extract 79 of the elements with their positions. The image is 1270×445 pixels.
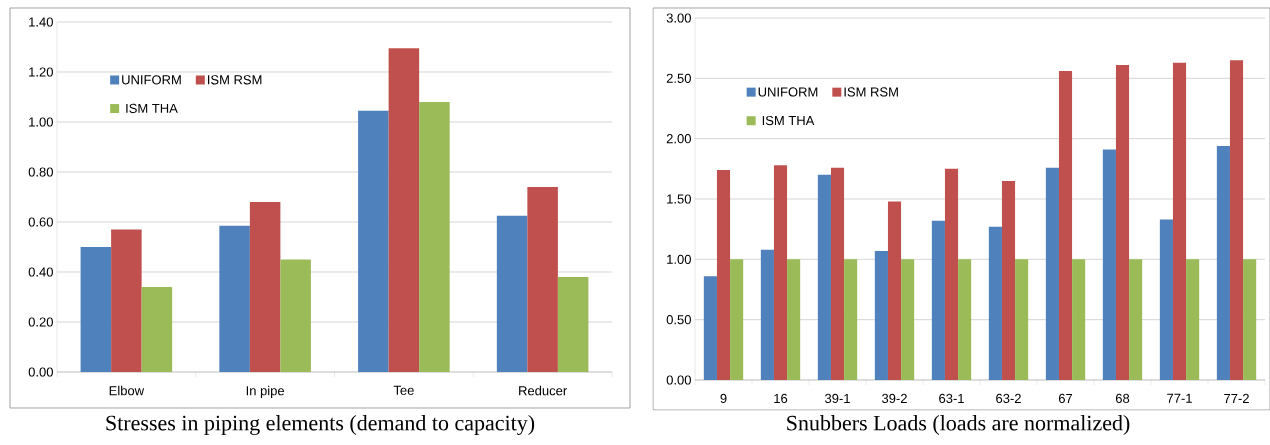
- bar: [496, 215, 528, 372]
- x-tick-label: 9: [720, 393, 727, 403]
- bar: [773, 165, 788, 380]
- bar: [1045, 167, 1059, 380]
- bar: [358, 110, 389, 372]
- legend-label: ISM THA: [126, 103, 178, 113]
- bar: [901, 259, 915, 380]
- bar: [787, 259, 801, 380]
- bar: [419, 102, 450, 372]
- y-tick-label: 1.40: [29, 17, 53, 27]
- x-tick-label: Elbow: [109, 385, 145, 396]
- bar: [1186, 259, 1200, 380]
- bar: [1072, 259, 1086, 380]
- bar: [716, 170, 731, 380]
- bar: [1015, 259, 1029, 380]
- x-tick-label: 16: [774, 393, 788, 403]
- bar: [988, 226, 1002, 380]
- bar: [1001, 180, 1016, 380]
- legend-label: UNIFORM: [122, 75, 181, 85]
- bar: [1229, 60, 1244, 380]
- bar: [1172, 62, 1187, 380]
- bar: [111, 229, 142, 372]
- bar: [730, 259, 744, 380]
- x-tick-label: 63-2: [996, 393, 1021, 403]
- bar: [1115, 65, 1130, 380]
- x-tick-label: 67: [1058, 393, 1073, 403]
- y-tick-label: 1.50: [667, 194, 691, 204]
- x-tick-label: In pipe: [246, 385, 285, 398]
- bar: [388, 48, 420, 372]
- bar: [830, 167, 845, 380]
- y-tick-label: 1.20: [29, 67, 53, 77]
- x-tick-label: 68: [1115, 393, 1130, 403]
- y-tick-label: 3.00: [666, 13, 691, 23]
- legend-label: ISM RSM: [208, 75, 262, 85]
- bar: [219, 225, 250, 372]
- y-tick-label: 0.00: [28, 367, 53, 377]
- y-tick-label: 0.60: [28, 217, 53, 227]
- bar: [931, 220, 945, 380]
- bar: [760, 249, 774, 380]
- bar: [249, 202, 281, 372]
- bar: [944, 168, 959, 380]
- bar: [80, 247, 112, 372]
- y-tick-label: 0.50: [666, 315, 691, 325]
- bar: [874, 250, 888, 380]
- bar: [817, 174, 831, 380]
- bar: [1216, 145, 1230, 380]
- bar: [887, 201, 902, 380]
- y-tick-label: 0.20: [28, 317, 53, 327]
- bar: [527, 187, 558, 372]
- y-tick-label: 0.80: [28, 167, 53, 177]
- bar: [844, 259, 858, 380]
- x-tick-label: 77-2: [1224, 393, 1249, 403]
- legend-label: ISM RSM: [844, 87, 898, 97]
- legend-label: ISM THA: [762, 115, 815, 126]
- bar: [557, 277, 589, 372]
- y-tick-label: 0.00: [666, 375, 691, 385]
- text: Stresses in piping elements (demand to capacity): [106, 415, 535, 436]
- legend-label: UNIFORM: [758, 87, 818, 97]
- y-tick-label: 2.00: [666, 134, 691, 144]
- x-tick-label: 63-1: [939, 393, 964, 403]
- text: Snubbers Loads (loads are normalized): [787, 415, 1130, 435]
- x-tick-label: 39-2: [882, 393, 907, 403]
- bar: [958, 259, 972, 380]
- bar: [141, 287, 173, 372]
- bar: [703, 276, 717, 380]
- y-tick-label: 0.40: [28, 267, 53, 277]
- x-tick-label: 77-1: [1167, 393, 1192, 403]
- bar: [1129, 259, 1143, 380]
- y-tick-label: 1.00: [667, 254, 691, 264]
- bar: [1058, 71, 1073, 380]
- bar: [1159, 219, 1173, 380]
- x-tick-label: Tee: [393, 385, 414, 395]
- y-tick-label: 1.00: [29, 117, 53, 127]
- bar: [280, 259, 311, 372]
- x-tick-label: 39-1: [825, 393, 850, 403]
- bar: [1243, 259, 1257, 380]
- y-tick-label: 2.50: [666, 73, 691, 83]
- bar: [1102, 149, 1116, 380]
- x-tick-label: Reducer: [519, 385, 567, 396]
